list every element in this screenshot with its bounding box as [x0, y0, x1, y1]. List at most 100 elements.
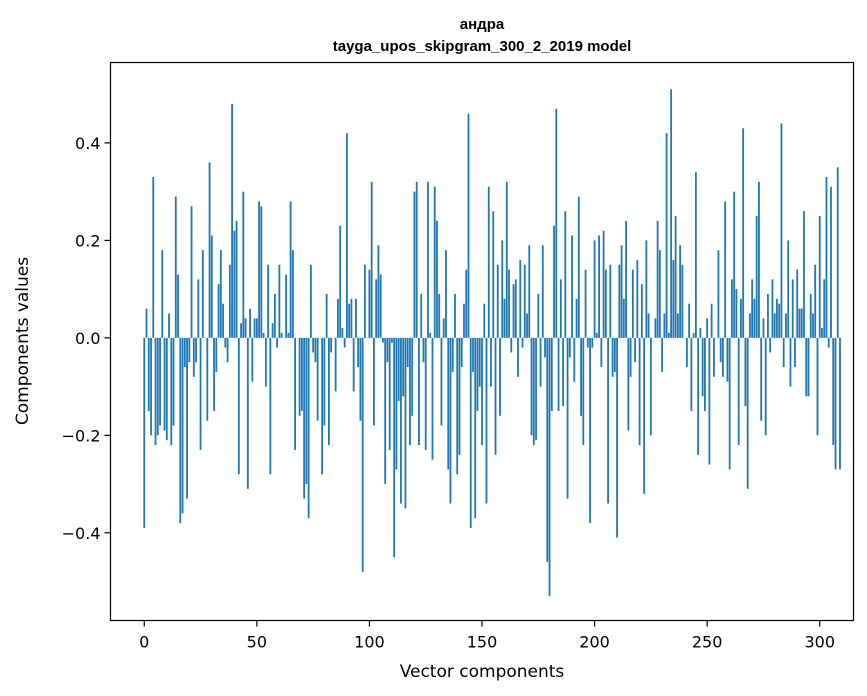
bar-259 [726, 337, 729, 382]
bar-105 [379, 274, 382, 338]
bar-134 [445, 250, 447, 338]
bar-25 [199, 337, 202, 450]
bar-127 [429, 332, 432, 338]
bar-230 [661, 337, 664, 372]
bar-164 [512, 284, 515, 338]
bar-299 [816, 337, 819, 436]
bar-160 [503, 298, 506, 338]
bar-18 [183, 337, 186, 368]
bar-176 [539, 337, 542, 387]
bar-30 [210, 235, 213, 338]
bar-296 [809, 293, 812, 338]
bar-83 [330, 337, 333, 353]
bar-273 [758, 181, 760, 338]
bar-213 [622, 298, 625, 338]
bar-216 [629, 337, 632, 377]
bar-274 [760, 337, 763, 421]
bar-244 [692, 332, 695, 338]
bar-128 [431, 337, 434, 460]
bar-308 [836, 167, 839, 338]
x-tick-label: 150 [467, 633, 498, 652]
bar-148 [476, 337, 479, 411]
bar-146 [472, 337, 474, 372]
bar-231 [663, 313, 666, 338]
bar-28 [206, 337, 209, 421]
bar-235 [672, 259, 675, 338]
bar-123 [420, 293, 423, 338]
bar-269 [749, 313, 751, 338]
bar-47 [249, 308, 251, 338]
bar-180 [548, 337, 551, 597]
bar-77 [316, 337, 319, 421]
bar-35 [222, 303, 224, 338]
bar-158 [499, 337, 501, 416]
bar-178 [544, 337, 546, 358]
bar-82 [328, 337, 330, 446]
bar-261 [731, 279, 733, 338]
bar-184 [557, 337, 560, 411]
bar-113 [397, 337, 400, 402]
bar-265 [740, 298, 742, 338]
bar-100 [368, 269, 371, 338]
bar-163 [510, 337, 513, 353]
bar-11 [168, 313, 170, 338]
bar-31 [213, 337, 215, 411]
bar-217 [631, 269, 634, 338]
bar-167 [519, 259, 522, 338]
bar-153 [487, 186, 490, 338]
bar-278 [769, 337, 772, 353]
bar-132 [440, 337, 443, 426]
bar-24 [197, 279, 200, 338]
bar-92 [350, 298, 353, 338]
bar-268 [746, 337, 749, 489]
bar-101 [370, 181, 373, 338]
bar-139 [456, 337, 459, 475]
bar-162 [508, 269, 510, 338]
bar-173 [532, 337, 535, 446]
bar-107 [384, 337, 387, 485]
bar-71 [303, 337, 306, 499]
bar-3 [150, 337, 152, 436]
bar-0 [143, 337, 146, 528]
bar-253 [713, 337, 715, 377]
bar-109 [388, 337, 391, 450]
bar-135 [447, 337, 450, 470]
bar-292 [800, 308, 803, 338]
bar-37 [226, 337, 229, 363]
bar-60 [278, 264, 281, 338]
bar-209 [613, 337, 616, 372]
y-tick-label: 0.4 [75, 134, 100, 153]
bar-136 [449, 337, 452, 504]
bar-307 [834, 337, 837, 470]
bar-156 [494, 337, 497, 455]
x-tick-label: 200 [579, 633, 610, 652]
x-axis-label: Vector components [400, 662, 565, 682]
bar-46 [246, 337, 249, 489]
bar-168 [521, 337, 524, 348]
bar-144 [467, 113, 470, 338]
bar-179 [546, 337, 549, 563]
bar-65 [289, 201, 292, 338]
bar-111 [393, 337, 396, 558]
bar-2 [147, 337, 150, 411]
bar-96 [359, 337, 362, 421]
chart-title: андра [460, 16, 505, 33]
y-tick-label: −0.2 [62, 426, 101, 445]
bar-214 [625, 220, 627, 338]
bar-33 [217, 284, 220, 338]
bar-297 [812, 313, 814, 338]
bar-283 [780, 123, 783, 338]
bar-224 [647, 313, 650, 338]
bar-55 [267, 264, 270, 338]
bar-201 [595, 332, 598, 338]
bar-49 [253, 318, 256, 338]
y-axis-label: Components values [13, 257, 33, 425]
bar-257 [722, 337, 724, 377]
bar-53 [262, 332, 265, 338]
bar-255 [717, 250, 720, 338]
bar-223 [645, 240, 648, 338]
bar-39 [231, 103, 233, 338]
bar-149 [478, 337, 481, 387]
bar-210 [616, 337, 618, 538]
bar-225 [649, 337, 652, 436]
